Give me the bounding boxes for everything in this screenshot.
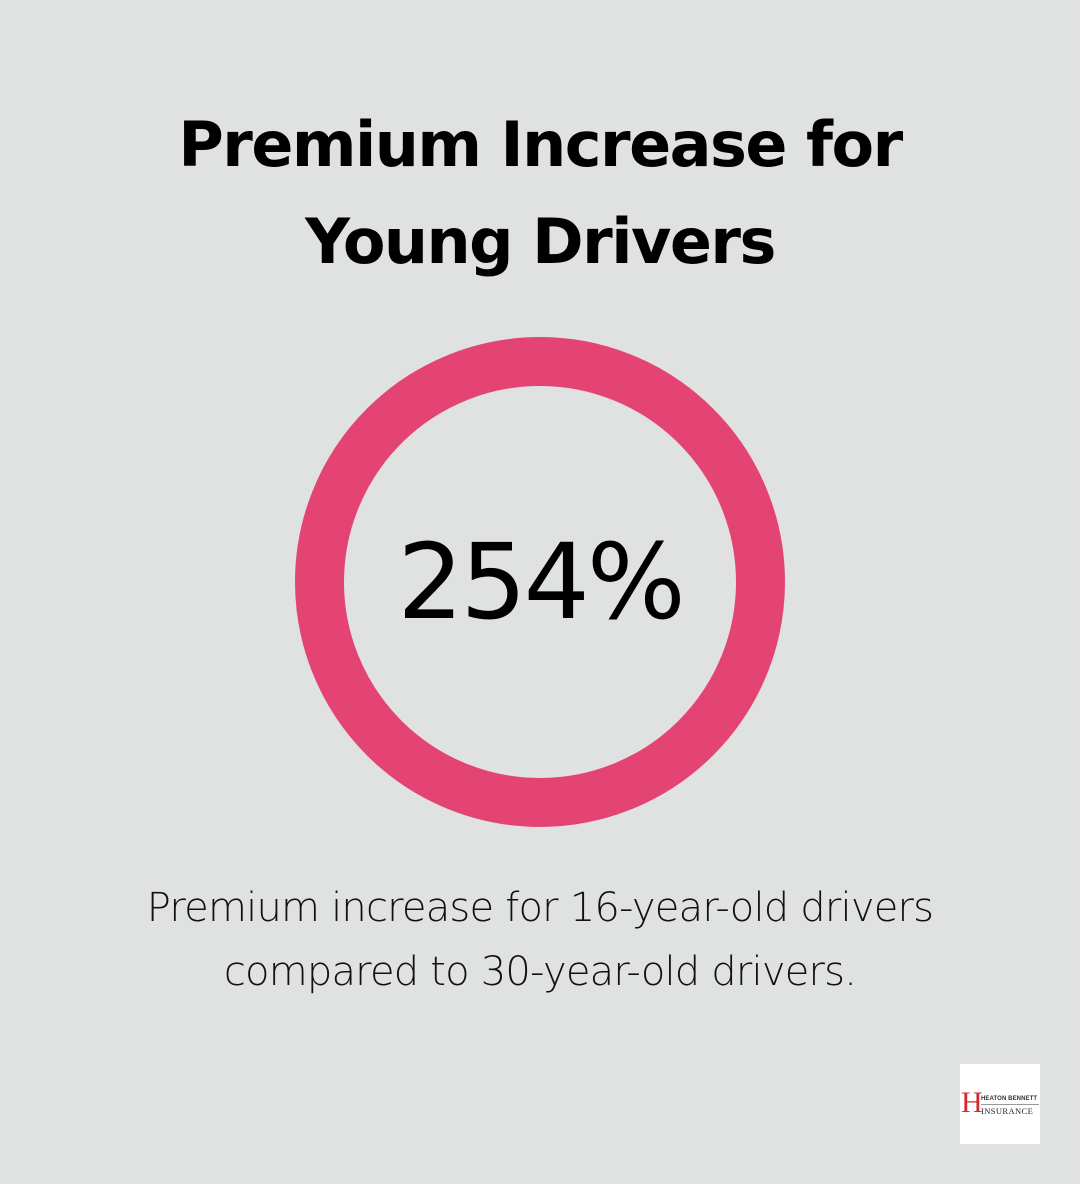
company-logo: H HEATON BENNETT INSURANCE	[960, 1064, 1040, 1144]
logo-initial-icon: H	[961, 1086, 983, 1119]
logo-company-type: INSURANCE	[981, 1106, 1034, 1116]
stat-description: Premium increase for 16-year-old drivers…	[0, 876, 1080, 1004]
description-line-2: compared to 30-year-old drivers.	[223, 949, 857, 995]
description-line-1: Premium increase for 16-year-old drivers	[146, 885, 934, 931]
page-title: Premium Increase for Young Drivers	[0, 96, 1080, 290]
stat-value: 254%	[397, 521, 685, 643]
logo-company-name: HEATON BENNETT	[981, 1096, 1038, 1102]
logo-divider	[981, 1104, 1039, 1105]
title-line-1: Premium Increase for	[178, 108, 903, 181]
title-line-2: Young Drivers	[305, 205, 776, 278]
